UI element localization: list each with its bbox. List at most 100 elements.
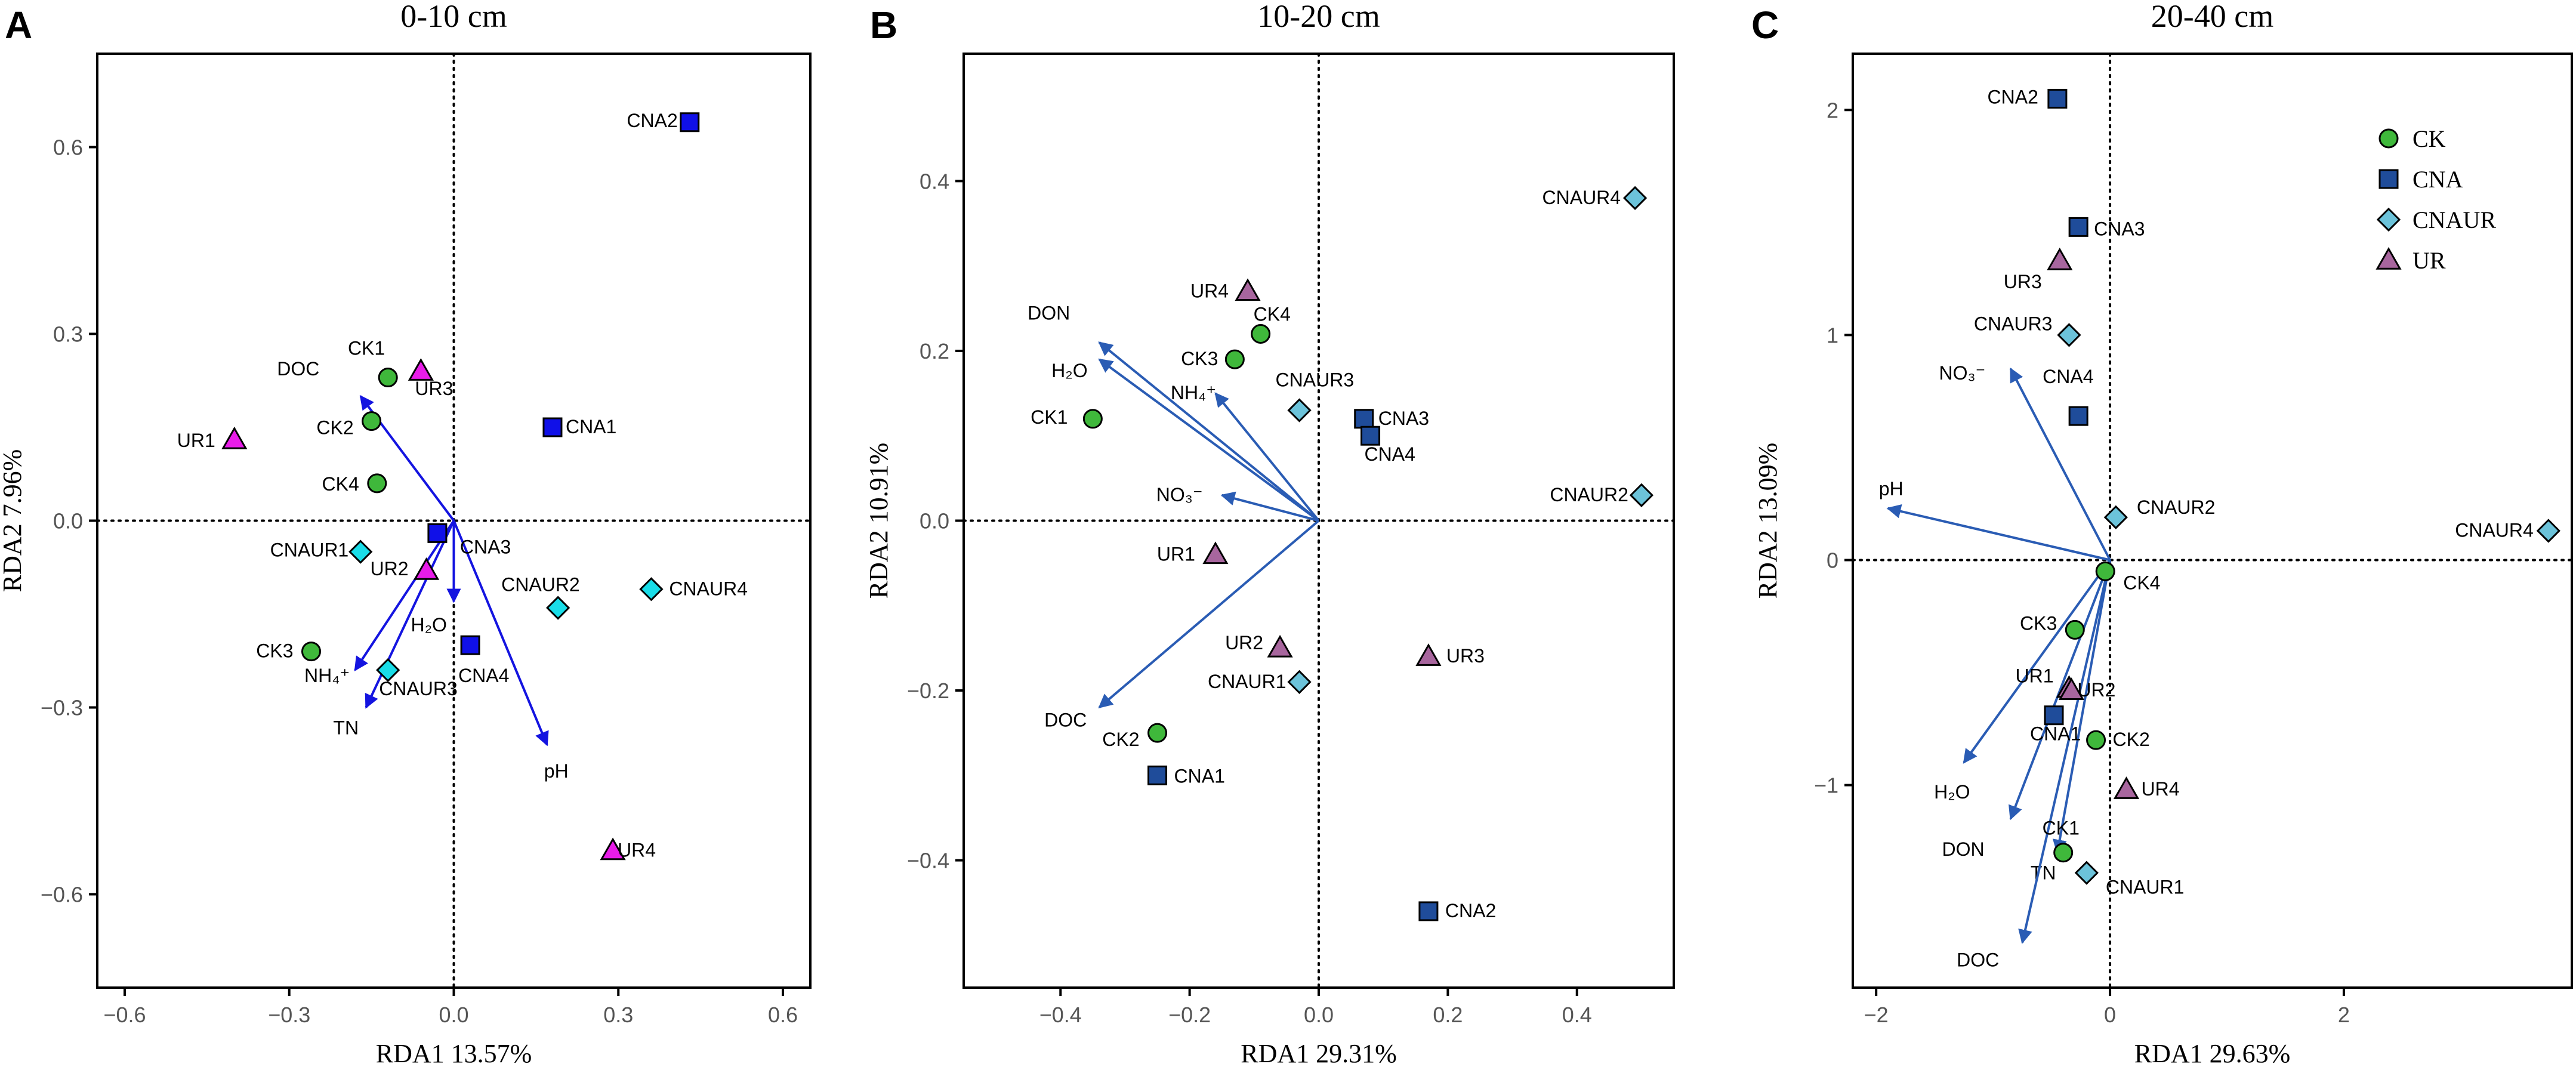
y-tick-label: 0.0	[920, 509, 949, 534]
point-marker-cna	[1147, 765, 1168, 785]
point-label: UR1	[177, 430, 215, 451]
env-arrow	[365, 520, 455, 709]
point-marker-ur	[1235, 278, 1261, 301]
arrow-label: DOC	[1044, 710, 1087, 731]
x-tick-label: −2	[1864, 1003, 1889, 1027]
point-label: CNAUR1	[1208, 671, 1287, 692]
x-tick-label: −0.2	[1168, 1003, 1211, 1027]
point-marker-ck	[378, 368, 398, 388]
point-marker-cnaur	[1629, 483, 1654, 507]
env-arrow	[1098, 341, 1320, 522]
point-marker-cna	[2068, 406, 2088, 426]
x-tick-label: 2	[2338, 1003, 2350, 1027]
arrow-label: TN	[2031, 862, 2056, 884]
point-marker-cna	[1354, 409, 1374, 429]
point-marker-ck	[2086, 730, 2106, 750]
panel-C: C 20-40 cmNO₃⁻pHH₂ODONTNDOCCK1CK2CK3CK4CN…	[1751, 0, 2573, 1068]
point-label: CK2	[316, 417, 353, 439]
point-label: CNAUR4	[1542, 187, 1621, 208]
y-tick-label: −0.4	[907, 849, 949, 873]
y-tick-label: 0.6	[53, 135, 83, 160]
point-label: UR4	[1190, 280, 1229, 301]
env-arrow	[1886, 504, 2111, 562]
point-marker-cna	[460, 635, 480, 655]
point-marker-cna	[1361, 425, 1381, 446]
point-label: UR3	[2004, 271, 2042, 292]
arrow-label: H₂O	[1934, 781, 1970, 803]
legend-marker-cna	[2378, 169, 2399, 189]
chart-title: 20-40 cm	[2151, 0, 2273, 34]
arrow-label: H₂O	[1051, 360, 1087, 381]
panel-A: A 0-10 cm DOC H₂O NH₄⁺ TN pH CK1 CK2 CK3 CK4 CNA1 CN…	[0, 0, 812, 1068]
point-marker-cnaur	[546, 596, 570, 620]
point-label: CK1	[348, 338, 385, 359]
y-tick-label: 1	[1827, 323, 1838, 347]
point-label: CK1	[1031, 406, 1068, 428]
env-arrow	[2009, 559, 2111, 821]
point-marker-cnaur	[1622, 186, 1648, 210]
point-marker-ck	[2065, 619, 2085, 640]
point-label: CNA2	[1445, 900, 1496, 921]
point-label: CNAUR4	[2455, 519, 2534, 541]
point-marker-cnaur	[1287, 398, 1312, 423]
point-label: CNAUR2	[501, 574, 580, 596]
x-tick-label: 0.0	[439, 1003, 468, 1027]
point-marker-cna	[680, 112, 700, 132]
chart-title: 10-20 cm	[1257, 0, 1380, 34]
point-label: CNA1	[1174, 765, 1225, 787]
point-marker-cnaur	[1287, 670, 1312, 694]
point-marker-cna	[2047, 88, 2068, 109]
env-arrow	[354, 520, 455, 671]
point-label: CNAUR3	[1276, 369, 1355, 391]
point-label: CNAUR1	[2106, 877, 2185, 898]
point-label: CK4	[1254, 304, 1291, 325]
point-label: UR3	[415, 378, 453, 399]
point-label: CK1	[2043, 818, 2080, 839]
x-tick-label: 0.0	[1304, 1003, 1334, 1027]
x-axis-label: RDA1 29.31%	[1241, 1039, 1397, 1068]
point-label: CK4	[322, 473, 359, 495]
point-label: UR2	[1225, 632, 1263, 653]
y-axis-label: RDA2 7.96%	[0, 449, 27, 593]
arrow-label: DOC	[277, 358, 319, 380]
point-marker-ck	[1251, 324, 1271, 344]
arrow-label: DON	[1942, 838, 1985, 860]
x-tick-label: 0.2	[1433, 1003, 1463, 1027]
point-marker-ck	[1224, 349, 1245, 369]
point-label: CK2	[1102, 729, 1139, 750]
point-marker-cna	[542, 417, 563, 437]
point-marker-cnaur	[348, 539, 373, 564]
y-axis-label: RDA2 13.09%	[1753, 443, 1782, 599]
legend-label: UR	[2413, 247, 2446, 274]
point-marker-ck	[301, 642, 321, 662]
point-label: CNA3	[2094, 218, 2145, 239]
point-label: CK2	[2113, 729, 2150, 750]
point-marker-ur	[221, 426, 248, 449]
arrow-label: DOC	[1957, 949, 1999, 971]
env-arrow	[452, 520, 549, 747]
x-tick-label: 0.3	[603, 1003, 633, 1027]
env-arrow	[1963, 559, 2111, 764]
point-label: CNA2	[627, 110, 677, 131]
point-label: CNAUR3	[1974, 313, 2053, 334]
plot-frame	[1852, 53, 2573, 989]
arrow-label: pH	[1879, 478, 1904, 499]
point-marker-ur	[2058, 677, 2084, 700]
point-marker-ur	[2113, 776, 2140, 799]
y-tick-label: −1	[1814, 773, 1838, 798]
x-axis-label: RDA1 13.57%	[376, 1039, 532, 1068]
point-label: UR1	[2015, 665, 2053, 686]
env-arrow	[1214, 392, 1320, 522]
point-label: CNA3	[1378, 408, 1429, 429]
point-marker-ur	[1415, 643, 1442, 666]
legend: CK CNA CNAUR UR	[2376, 125, 2496, 274]
point-label: CNA4	[2043, 366, 2093, 387]
point-label: CNA2	[1988, 86, 2038, 107]
arrow-label: pH	[544, 760, 569, 782]
point-marker-cnaur	[2074, 861, 2099, 885]
x-tick-label: −0.6	[103, 1003, 146, 1027]
env-arrow	[2009, 367, 2111, 561]
legend-label: CNAUR	[2413, 206, 2496, 233]
point-label: UR2	[371, 558, 409, 579]
point-marker-cna	[427, 523, 448, 543]
